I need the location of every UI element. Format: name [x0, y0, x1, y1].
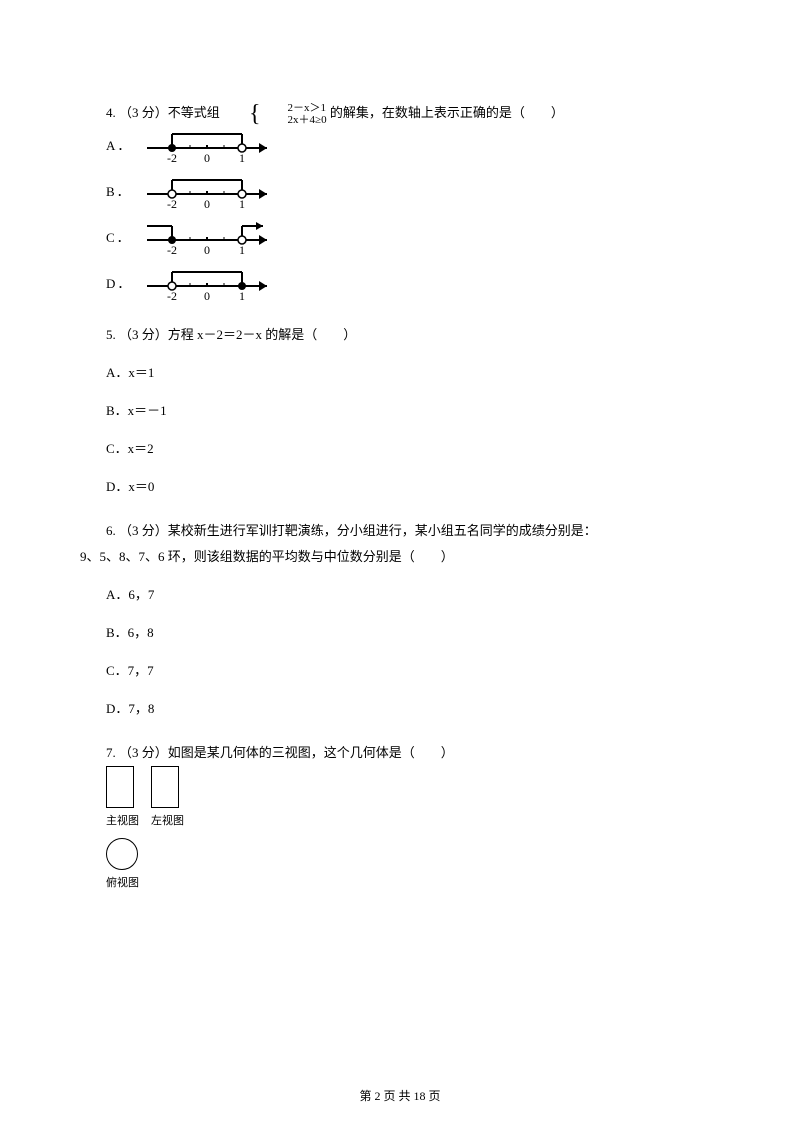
number-line-a: -2 0 1: [142, 126, 282, 166]
side-view-label: 左视图: [151, 810, 184, 832]
q4-ineq2: 2x＋4≥0: [262, 114, 327, 126]
number-line-d: -2 0 1: [142, 264, 282, 304]
tick-neg2: -2: [167, 197, 177, 211]
brace-icon: {: [223, 104, 261, 124]
page-content: 4. （3 分）不等式组 { 2－x＞1 2x＋4≥0 的解集，在数轴上表示正确…: [0, 0, 800, 952]
tick-0: 0: [204, 197, 210, 211]
tick-1: 1: [239, 243, 245, 257]
q6-option-d: D．7，8: [80, 696, 720, 722]
tick-1: 1: [239, 197, 245, 211]
view-row-bottom: 俯视图: [106, 838, 720, 894]
q6-option-b: B．6，8: [80, 620, 720, 646]
q5-option-b: B．x＝－1: [80, 398, 720, 424]
q4-inequality-system: { 2－x＞1 2x＋4≥0: [223, 102, 327, 126]
tick-0: 0: [204, 243, 210, 257]
q4-option-a: A． -2 0 1: [80, 126, 720, 166]
q4-stem: 4. （3 分）不等式组 { 2－x＞1 2x＋4≥0 的解集，在数轴上表示正确…: [80, 100, 720, 126]
q4-ineq1: 2－x＞1: [262, 102, 327, 114]
tick-1: 1: [239, 289, 245, 303]
q5-option-c: C．x＝2: [80, 436, 720, 462]
q4-option-c: C． -2 0 1: [80, 218, 720, 258]
q7-stem: 7. （3 分）如图是某几何体的三视图，这个几何体是（ ）: [80, 740, 720, 766]
q4-prefix: 4. （3 分）不等式组: [106, 105, 223, 120]
q4-b-label: B．: [80, 179, 132, 205]
view-row-top: 主视图 左视图: [106, 766, 720, 832]
tick-neg2: -2: [167, 151, 177, 165]
q6-stem-line2: 9、5、8、7、6 环，则该组数据的平均数与中位数分别是（ ）: [80, 544, 720, 570]
top-view-circle: [106, 838, 138, 870]
tick-neg2: -2: [167, 243, 177, 257]
tick-0: 0: [204, 151, 210, 165]
q4-c-label: C．: [80, 225, 132, 251]
q4-option-b: B． -2 0 1: [80, 172, 720, 212]
question-5: 5. （3 分）方程 x－2＝2－x 的解是（ ） A．x＝1 B．x＝－1 C…: [80, 322, 720, 500]
q6-option-a: A．6，7: [80, 582, 720, 608]
number-line-c: -2 0 1: [142, 218, 282, 258]
front-view-label: 主视图: [106, 810, 139, 832]
question-7: 7. （3 分）如图是某几何体的三视图，这个几何体是（ ） 主视图 左视图 俯视…: [80, 740, 720, 894]
question-6: 6. （3 分）某校新生进行军训打靶演练，分小组进行，某小组五名同学的成绩分别是…: [80, 518, 720, 722]
three-views-diagram: 主视图 左视图 俯视图: [106, 766, 720, 894]
q6-option-c: C．7，7: [80, 658, 720, 684]
top-view: 俯视图: [106, 838, 139, 894]
front-view: 主视图: [106, 766, 139, 832]
tick-1: 1: [239, 151, 245, 165]
q4-suffix: 的解集，在数轴上表示正确的是（ ）: [330, 105, 564, 120]
page-footer: 第 2 页 共 18 页: [0, 1087, 800, 1104]
q4-d-label: D．: [80, 271, 132, 297]
question-4: 4. （3 分）不等式组 { 2－x＞1 2x＋4≥0 的解集，在数轴上表示正确…: [80, 100, 720, 304]
q5-stem: 5. （3 分）方程 x－2＝2－x 的解是（ ）: [80, 322, 720, 348]
front-view-rect: [106, 766, 134, 808]
top-view-label: 俯视图: [106, 872, 139, 894]
q4-a-label: A．: [80, 133, 132, 159]
q6-stem-line1: 6. （3 分）某校新生进行军训打靶演练，分小组进行，某小组五名同学的成绩分别是…: [80, 518, 720, 544]
tick-0: 0: [204, 289, 210, 303]
side-view: 左视图: [151, 766, 184, 832]
side-view-rect: [151, 766, 179, 808]
number-line-b: -2 0 1: [142, 172, 282, 212]
tick-neg2: -2: [167, 289, 177, 303]
q5-option-a: A．x＝1: [80, 360, 720, 386]
q4-option-d: D． -2 0 1: [80, 264, 720, 304]
q5-option-d: D．x＝0: [80, 474, 720, 500]
